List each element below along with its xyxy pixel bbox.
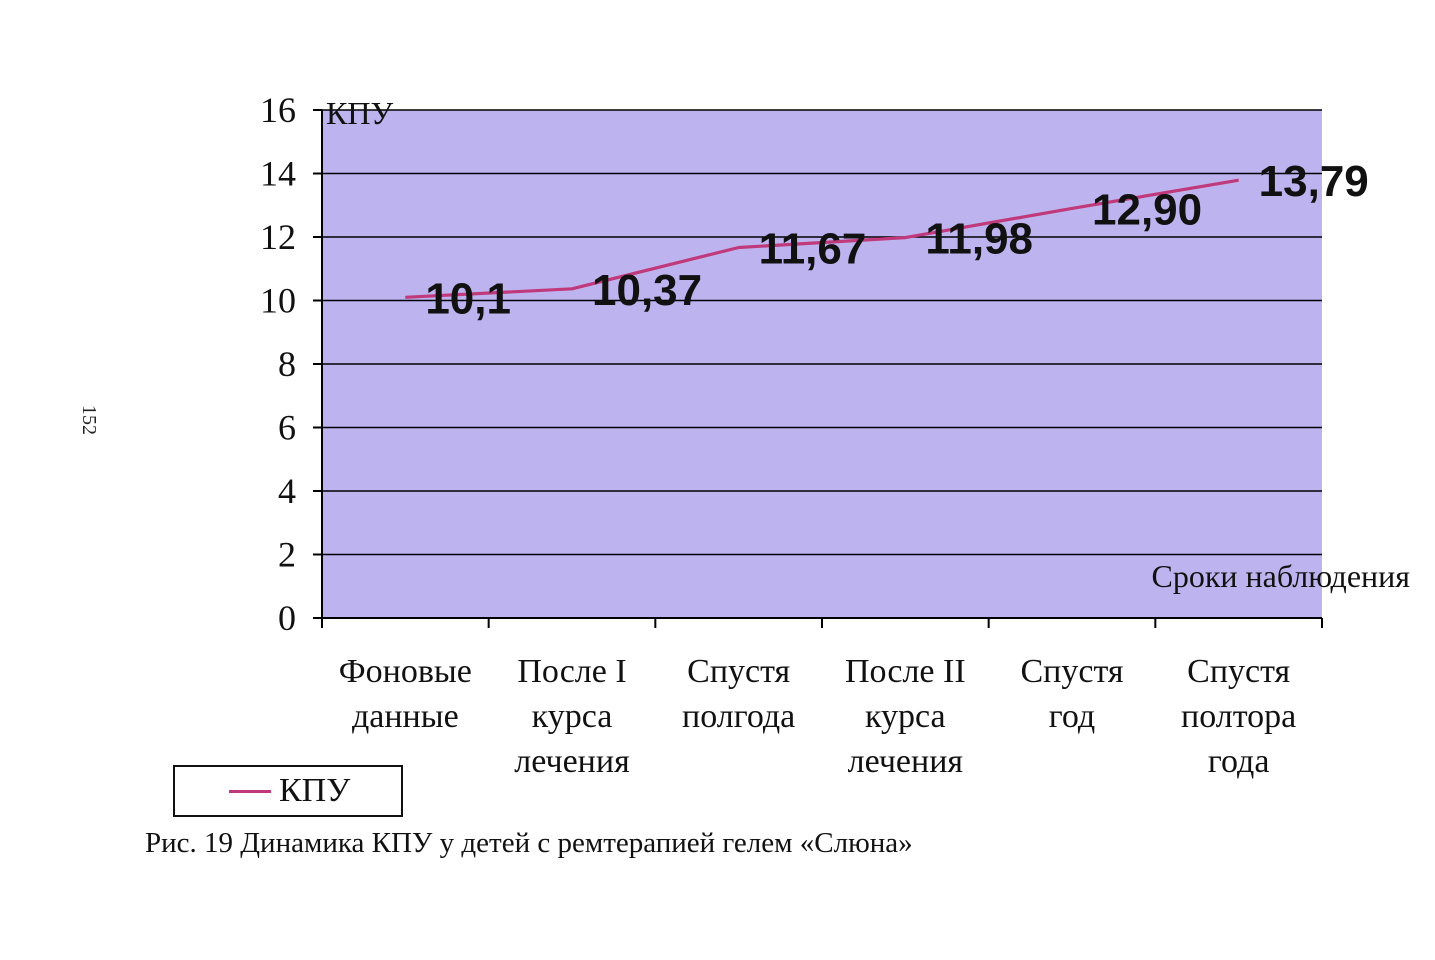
y-tick-label: 6 bbox=[278, 408, 296, 448]
y-tick-label: 2 bbox=[278, 535, 296, 575]
y-tick-label: 4 bbox=[278, 471, 296, 511]
y-tick-label: 12 bbox=[260, 217, 296, 257]
data-label: 10,37 bbox=[592, 266, 702, 315]
y-tick-label: 8 bbox=[278, 344, 296, 384]
y-axis-title: КПУ bbox=[326, 95, 393, 131]
x-tick-label: Спустя год bbox=[1020, 653, 1123, 735]
x-axis-title: Сроки наблюдения bbox=[1151, 558, 1410, 594]
y-tick-label: 14 bbox=[260, 154, 296, 194]
x-tick-label: Фоновые данные bbox=[339, 653, 472, 735]
y-tick-label: 16 bbox=[260, 90, 296, 130]
y-tick-label: 10 bbox=[260, 281, 296, 321]
legend: КПУ bbox=[173, 765, 403, 817]
legend-label: КПУ bbox=[279, 772, 351, 809]
legend-line-swatch bbox=[229, 789, 271, 793]
series-line-kpu bbox=[405, 178, 1239, 299]
data-label: 10,1 bbox=[425, 274, 511, 323]
data-label: 11,67 bbox=[759, 224, 867, 273]
data-label: 11,98 bbox=[925, 215, 1033, 264]
data-label: 12,90 bbox=[1092, 185, 1202, 234]
x-tick-label: После II курса лечения bbox=[845, 653, 966, 780]
x-tick-label: Спустя полтора года bbox=[1181, 653, 1296, 780]
figure-caption: Рис. 19 Динамика КПУ у детей с ремтерапи… bbox=[145, 827, 913, 859]
data-label: 13,79 bbox=[1259, 157, 1369, 206]
x-tick-label: Спустя полгода bbox=[682, 653, 795, 735]
y-tick-label: 0 bbox=[278, 598, 296, 638]
